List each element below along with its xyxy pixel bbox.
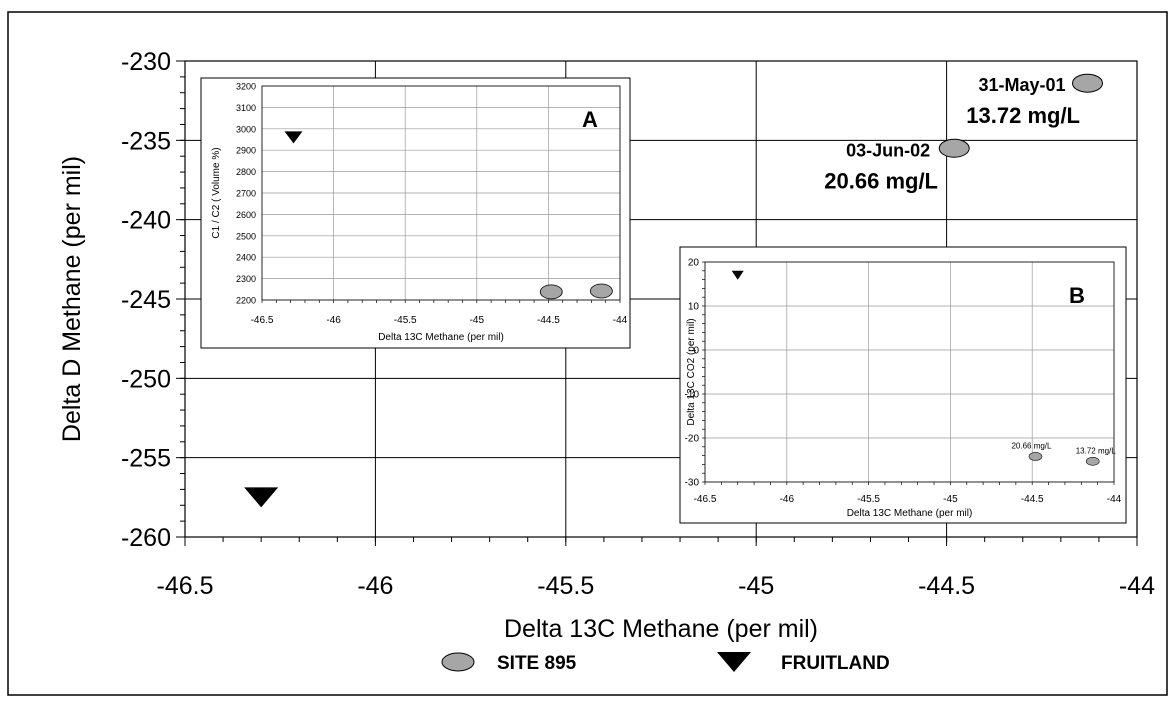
site-895-date-label: 31-May-01 [978,75,1065,95]
main-x-tick-label: -45.5 [537,572,594,600]
main-y-tick-label: -260 [121,524,171,552]
inset-a-y-tick-label: 3100 [236,103,256,113]
inset-b-y-tick-label: 20 [688,258,700,269]
main-x-tick-label: -44.5 [918,572,975,600]
main-x-tick-label: -44 [1119,572,1155,600]
inset-a-box [201,78,630,348]
inset-b-x-tick-label: -44 [1107,494,1122,505]
legend: SITE 895 FRUITLAND [442,652,890,674]
inset-b-x-tick-label: -44.5 [1021,494,1044,505]
inset-b-site-895-point [1029,452,1042,460]
main-x-tick-label: -46.5 [157,572,214,600]
main-y-tick-label: -250 [121,365,171,393]
inset-a-y-tick-label: 2900 [236,146,256,156]
site-895-date-label: 03-Jun-02 [846,140,930,160]
inset-a-y-tick-label: 3000 [236,124,256,134]
inset-a-y-tick-label: 2400 [236,253,256,263]
inset-a-x-tick-label: -44 [613,315,628,326]
inset-a-x-tick-label: -44.5 [537,315,560,326]
site-895-point [1072,74,1102,92]
inset-a-x-tick-label: -45.5 [394,315,417,326]
inset-a-y-tick-label: 2600 [236,210,256,220]
inset-b-y-tick-label: -20 [685,434,700,445]
legend-site-895-marker [442,653,474,671]
main-y-tick-label: -255 [121,445,171,473]
inset-b-x-tick-label: -45.5 [857,494,880,505]
inset-a-x-tick-label: -46.5 [251,315,274,326]
inset-a-y-tick-label: 2300 [236,274,256,284]
main-y-axis-label: Delta D Methane (per mil) [58,156,86,442]
legend-site-895-label: SITE 895 [497,653,577,674]
main-y-tick-label: -235 [121,127,171,155]
main-y-tick-label: -240 [121,207,171,235]
main-y-tick-label: -230 [121,48,171,76]
inset-a-y-axis-label: C1 / C2 ( Volume %) [211,147,222,238]
inset-a-panel-label: A [582,107,598,132]
fruitland-point [244,487,278,507]
inset-a-y-tick-label: 2500 [236,231,256,241]
inset-b-y-tick-label: 10 [688,302,700,313]
site-895-point [939,139,969,157]
inset-a-x-tick-label: -45 [470,315,485,326]
inset-b-x-tick-label: -46 [780,494,795,505]
inset-a-x-tick-label: -46 [326,315,341,326]
inset-b-panel-label: B [1069,283,1085,308]
inset-a-x-axis-label: Delta 13C Methane (per mil) [378,332,504,343]
main-x-tick-label: -46 [357,572,393,600]
inset-b-data-label: 13.72 mg/L [1076,446,1117,455]
inset-b-x-axis-label: Delta 13C Methane (per mil) [847,508,973,519]
inset-b-y-axis-label: Delta 13C CO2 (per mil) [686,318,697,425]
inset-b-y-tick-label: -30 [685,478,700,489]
inset-a-y-tick-label: 2700 [236,189,256,199]
main-y-tick-label: -245 [121,286,171,314]
inset-b-x-tick-label: -46.5 [694,494,717,505]
legend-fruitland-marker [717,652,751,672]
inset-a-site-895-point [540,285,562,299]
inset-a-y-tick-label: 2200 [236,296,256,306]
inset-a-y-tick-label: 3200 [236,82,256,92]
inset-b-site-895-point [1086,457,1099,465]
inset-a-site-895-point [590,284,612,298]
main-x-tick-label: -45 [738,572,774,600]
site-895-concentration-label: 20.66 mg/L [824,168,938,193]
inset-a-y-tick-label: 2800 [236,167,256,177]
legend-fruitland-label: FRUITLAND [781,653,890,674]
inset-b-data-label: 20.66 mg/L [1011,441,1052,450]
main-x-axis-label: Delta 13C Methane (per mil) [504,615,818,643]
inset-b-x-tick-label: -45 [943,494,958,505]
site-895-concentration-label: 13.72 mg/L [966,103,1080,128]
